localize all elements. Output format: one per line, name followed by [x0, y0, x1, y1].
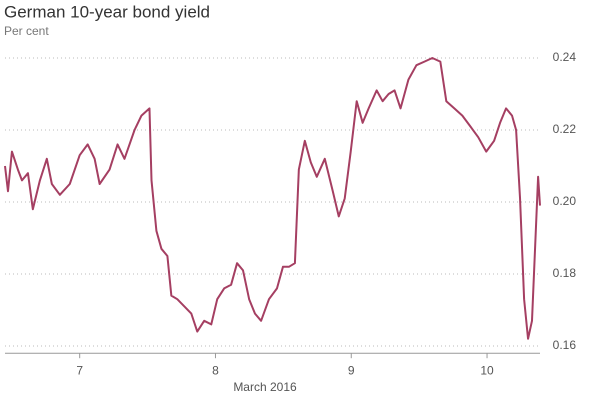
- line-series: [4, 57, 541, 340]
- x-tick-label: 7: [76, 363, 83, 377]
- y-tick-label: 0.24: [553, 50, 577, 64]
- x-tick-label: 10: [480, 363, 494, 377]
- x-axis-label: March 2016: [233, 380, 297, 394]
- chart-subtitle: Per cent: [4, 24, 49, 38]
- x-tick-label: 8: [212, 363, 219, 377]
- y-tick-label: 0.16: [553, 338, 577, 352]
- y-tick-label: 0.22: [553, 122, 577, 136]
- chart-title: German 10-year bond yield: [4, 2, 210, 21]
- x-tick-label: 9: [348, 363, 355, 377]
- y-tick-label: 0.20: [553, 194, 577, 208]
- y-tick-label: 0.18: [553, 266, 577, 280]
